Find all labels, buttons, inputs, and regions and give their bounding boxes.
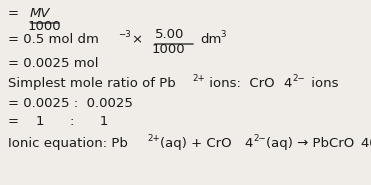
Text: 1000: 1000 — [28, 20, 62, 33]
Text: = 0.5 mol dm: = 0.5 mol dm — [8, 33, 99, 46]
Text: 2−: 2− — [292, 74, 305, 83]
Text: MV: MV — [30, 7, 50, 20]
Text: (aq) + CrO: (aq) + CrO — [160, 137, 232, 150]
Text: 2+: 2+ — [147, 134, 160, 143]
Text: −3: −3 — [118, 30, 131, 39]
Text: =    1      :      1: = 1 : 1 — [8, 115, 108, 128]
Text: Simplest mole ratio of Pb: Simplest mole ratio of Pb — [8, 77, 176, 90]
Text: ×: × — [131, 33, 142, 46]
Text: ions:  CrO: ions: CrO — [205, 77, 275, 90]
Text: ions: ions — [307, 77, 338, 90]
Text: 4: 4 — [283, 77, 291, 90]
Text: dm: dm — [200, 33, 221, 46]
Text: (s): (s) — [369, 137, 371, 150]
Text: 2−: 2− — [253, 134, 266, 143]
Text: =: = — [8, 7, 19, 20]
Text: 4: 4 — [244, 137, 252, 150]
Text: 3: 3 — [220, 30, 226, 39]
Text: 1000: 1000 — [152, 43, 186, 56]
Text: 4: 4 — [360, 137, 368, 150]
Text: 5.00: 5.00 — [155, 28, 184, 41]
Text: Ionic equation: Pb: Ionic equation: Pb — [8, 137, 128, 150]
Text: = 0.0025 :  0.0025: = 0.0025 : 0.0025 — [8, 97, 133, 110]
Text: 2+: 2+ — [192, 74, 205, 83]
Text: = 0.0025 mol: = 0.0025 mol — [8, 57, 98, 70]
Text: (aq) → PbCrO: (aq) → PbCrO — [266, 137, 354, 150]
